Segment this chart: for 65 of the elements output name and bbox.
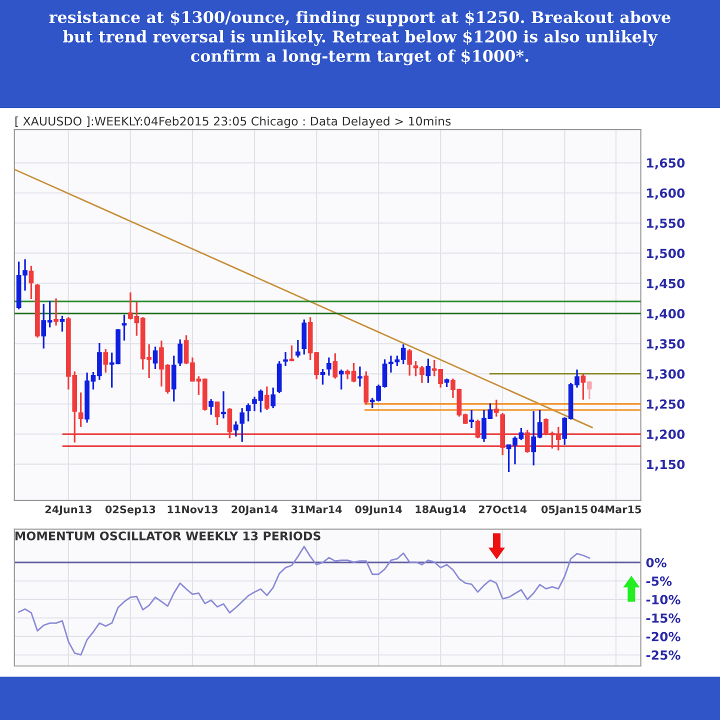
candlestick [227,407,232,440]
candlestick [221,390,226,420]
y-tick-label: 1,250 [647,399,685,410]
y-tick-label: 1,450 [647,278,685,290]
candlestick [494,398,499,418]
y-tick-label: 1,300 [647,369,685,380]
candlestick [296,339,300,358]
candlestick [320,368,326,386]
candlestick [171,354,176,402]
candlestick [469,409,474,429]
candlestick [54,298,58,326]
candlestick [152,346,158,370]
y-tick-label: 1,200 [647,430,685,441]
candlestick [233,420,238,438]
y-tick-label: -20% [646,632,680,642]
y-tick-label: 1,350 [647,339,685,350]
y-tick-label: -15% [646,613,680,623]
x-tick-label: 02Sep13 [105,505,156,516]
candlestick [214,400,220,426]
candlestick [524,429,530,454]
x-tick-label: 09Jun14 [355,505,402,516]
x-tick-label: 24Jun13 [45,505,92,516]
candlestick [122,314,127,342]
candlestick [475,418,480,440]
y-tick-label: 1,600 [647,188,685,200]
candlestick [208,398,214,416]
y-tick-label: 1,400 [647,308,685,320]
candlestick [103,348,108,374]
candlestick [358,366,362,388]
y-tick-label: -5% [646,576,672,586]
chart-subtitle: [ XAUUSDO ]:WEEKLY:04Feb2015 23:05 Chicago : Data Delayed > 10mins [15,116,451,128]
y-tick-label: 1,550 [647,218,685,230]
candlestick [246,402,251,422]
candlestick [178,338,182,367]
y-tick-label: 1,500 [647,248,685,260]
candlestick [270,386,276,409]
y-tick-label: 1,150 [647,460,685,471]
chart-title: resistance at $1300/ounce, finding support at $1250. Breakout above but trend reversal is unlikely. Retreat below $1200 is also unlikely confirm a long-term target of $1000*. [49,10,670,66]
candlestick [580,374,586,401]
line-series [18,546,590,656]
candlestick [240,407,245,443]
y-tick-label: 0% [646,558,666,568]
x-tick-label: 05Jan15 [541,505,588,516]
x-tick-label: 31Mar14 [291,505,342,514]
candlestick [264,386,270,411]
candlestick [78,392,84,428]
x-tick-label: 04Mar15 [590,505,642,514]
y-tick-label: -25% [646,650,680,660]
candlestick [332,352,338,380]
candlestick [338,368,344,390]
x-tick-label: 27Oct14 [478,505,527,514]
candlestick [326,356,332,376]
x-tick-label: 18Aug14 [416,505,466,516]
chart-title: MOMENTUM OSCILLATOR WEEKLY 13 PERIODS [15,531,320,540]
candlestick [407,348,412,376]
candlestick [586,380,592,400]
x-tick-label: 11Nov13 [168,505,218,514]
candlestick [426,358,431,384]
candlestick [289,344,294,362]
y-tick-label: 1,650 [647,158,685,170]
x-tick-label: 20Jan14 [232,505,278,516]
candlestick [283,351,288,367]
candlestick [28,265,34,300]
y-tick-label: -10% [646,594,680,604]
candlestick [60,315,65,332]
